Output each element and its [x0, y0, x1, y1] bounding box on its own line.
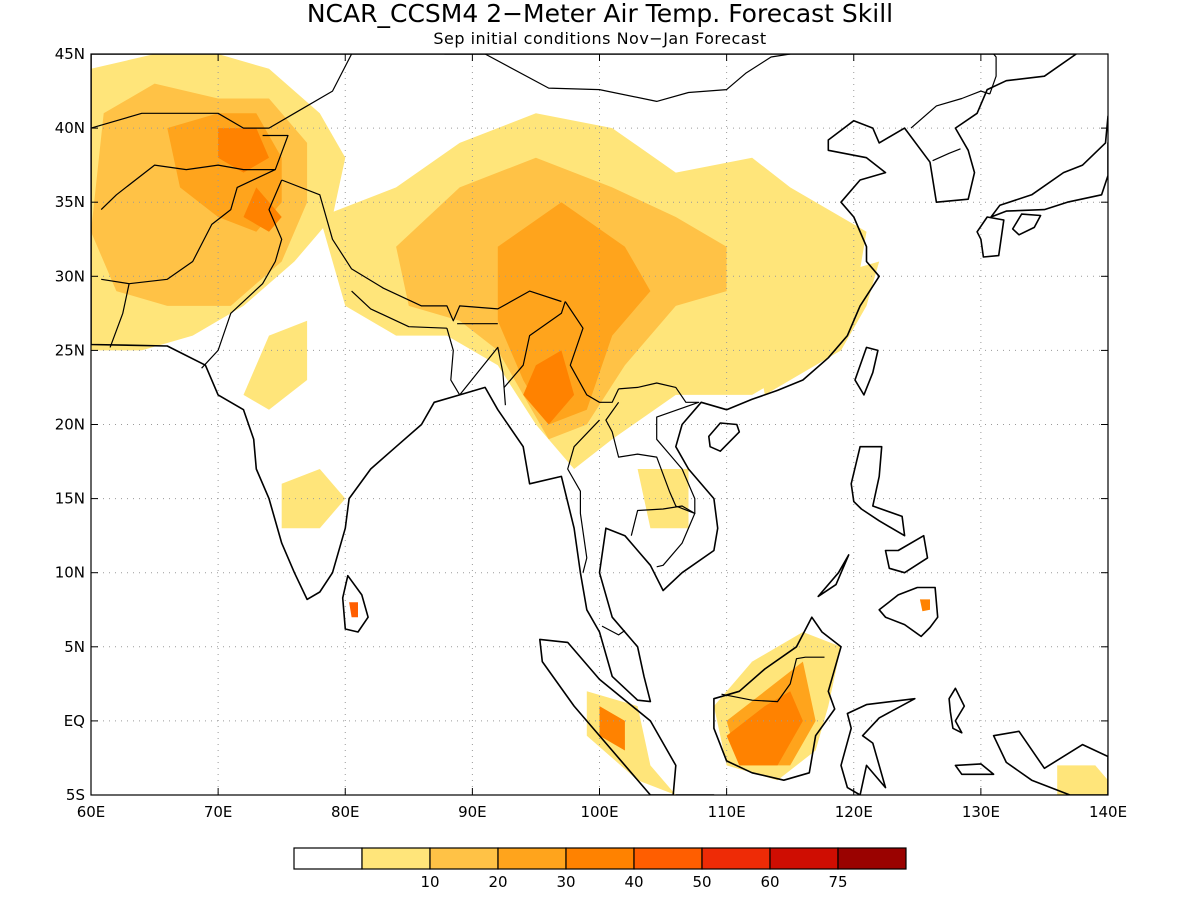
y-tick-label: 5N: [64, 638, 85, 656]
chart-title: NCAR_CCSM4 2−Meter Air Temp. Forecast Sk…: [307, 0, 893, 28]
legend-label: 50: [692, 873, 711, 891]
legend-swatch: [701, 847, 771, 870]
border-nepal-south: [351, 290, 447, 329]
legend-swatch: [565, 847, 635, 870]
chart-subtitle: Sep initial conditions Nov−Jan Forecast: [433, 29, 766, 48]
y-tick-label: 15N: [55, 490, 85, 508]
border-bangladesh: [446, 328, 506, 406]
coastline-taiwan: [854, 346, 879, 396]
border-mongolia: [444, 54, 791, 103]
skill-region-indochina: [637, 469, 689, 529]
border-korea-dmz: [932, 148, 961, 162]
legend-swatch: [361, 847, 431, 870]
y-tick-label: 35N: [55, 193, 85, 211]
coastline-sulawesi: [840, 697, 916, 795]
skill-region-mindanao: [919, 599, 930, 612]
y-tick-label: 25N: [55, 341, 85, 359]
y-tick-label: 40N: [55, 119, 85, 137]
coastline-seram: [954, 763, 995, 776]
skill-region-borneo: [726, 691, 803, 766]
coastline-mindanao: [878, 586, 939, 638]
color-legend: 10 20 30 40 50 60 75: [293, 847, 907, 891]
legend-label: 10: [420, 873, 439, 891]
legend-swatch: [633, 847, 703, 870]
legend-swatch: [293, 847, 363, 870]
border-pak-iran: [109, 283, 130, 348]
legend-label: 20: [488, 873, 507, 891]
coastline-luzon: [850, 445, 906, 537]
border-pakistan-india: [201, 179, 283, 369]
border-myanmar-thailand: [567, 419, 600, 573]
border-china-west: [262, 134, 289, 170]
coastline-sri-lanka: [341, 574, 369, 633]
x-tick-label: 130E: [962, 803, 1000, 821]
y-tick-label: 45N: [55, 45, 85, 63]
border-laos: [605, 382, 700, 515]
border-china-russia: [989, 54, 997, 95]
border-central-asia-north: [91, 54, 353, 129]
border-malaysia-thailand: [601, 625, 626, 636]
legend-label: 60: [760, 873, 779, 891]
coastline-japan-honshu: [990, 115, 1108, 218]
y-tick-label: 30N: [55, 267, 85, 285]
x-tick-label: 80E: [331, 803, 360, 821]
x-tick-label: 140E: [1089, 803, 1127, 821]
legend-label: 75: [828, 873, 847, 891]
skill-region-southeast-china: [752, 261, 880, 395]
skill-region-tibet-china: [523, 350, 575, 425]
legend-swatch: [769, 847, 839, 870]
x-tick-label: 90E: [458, 803, 487, 821]
coastline-asia-mainland: [91, 54, 1077, 703]
coastline-sumatra: [538, 638, 677, 795]
skill-region-sri-lanka: [349, 602, 358, 618]
coastline-halmahera: [948, 687, 966, 734]
coastlines-layer: [91, 54, 1108, 795]
axes: 60E 70E 80E 90E 100E 110E 120E 130E 140E 45N 40N 35…: [55, 45, 1127, 821]
x-tick-label: 120E: [835, 803, 873, 821]
x-tick-label: 70E: [204, 803, 233, 821]
coastline-japan-shikoku: [1011, 213, 1042, 236]
coastline-hainan: [707, 422, 741, 453]
skill-region-new-guinea: [1057, 765, 1108, 795]
y-tick-label: 5S: [66, 786, 85, 804]
border-cambodia: [630, 505, 696, 568]
coastline-palawan: [817, 554, 850, 598]
x-tick-label: 110E: [708, 803, 746, 821]
coastline-visayas: [884, 534, 929, 574]
y-tick-label: EQ: [64, 712, 85, 730]
skill-shading-layer: [91, 54, 1108, 795]
border-myanmar-china: [564, 301, 620, 403]
x-tick-label: 60E: [77, 803, 106, 821]
skill-region-sumatra: [599, 706, 625, 751]
border-borneo-border: [721, 656, 825, 703]
legend-label: 30: [556, 873, 575, 891]
skill-region-central-asia: [218, 128, 269, 173]
legend-swatch: [497, 847, 567, 870]
legend-swatch: [837, 847, 907, 870]
coastline-new-guinea: [992, 730, 1108, 795]
legend-swatch: [429, 847, 499, 870]
legend-label: 40: [624, 873, 643, 891]
coastline-borneo: [713, 616, 842, 782]
border-afghanistan: [100, 164, 276, 285]
x-tick-label: 100E: [580, 803, 618, 821]
y-tick-label: 20N: [55, 416, 85, 434]
borders-layer: [91, 54, 997, 703]
coastline-japan-kyushu: [976, 216, 1005, 258]
skill-region-central-asia: [243, 187, 282, 232]
border-himalaya: [281, 179, 562, 322]
skill-region-india-west: [243, 320, 308, 410]
y-tick-label: 10N: [55, 564, 85, 582]
border-myanmar-india: [503, 301, 566, 388]
border-korea: [910, 90, 990, 129]
plot-area: [91, 54, 1108, 795]
